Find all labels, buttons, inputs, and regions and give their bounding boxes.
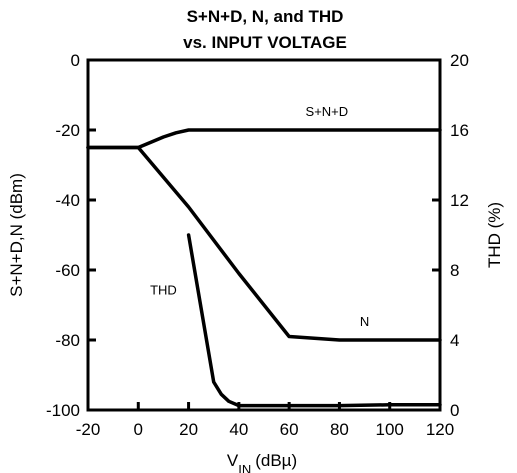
y-left-tick-label: -80 xyxy=(55,331,80,350)
annotations-layer: S+N+D N THD xyxy=(150,104,369,329)
y-right-tick-label: 0 xyxy=(450,401,459,420)
x-tick-label: 60 xyxy=(280,420,299,439)
x-axis-label-unit: (dBµ) xyxy=(255,451,297,470)
series-layer xyxy=(86,128,442,408)
y-right-tick-label: 12 xyxy=(450,191,469,210)
chart-title-line2: vs. INPUT VOLTAGE xyxy=(183,33,347,52)
x-tick-label: 80 xyxy=(330,420,349,439)
y-right-tick-label: 16 xyxy=(450,121,469,140)
x-tick-label: 100 xyxy=(376,420,404,439)
x-axis-label: VIN (dBµ) xyxy=(227,451,297,473)
annotation-label: S+N+D xyxy=(306,104,349,119)
series-line-n xyxy=(86,145,442,342)
y-right-tick-label: 4 xyxy=(450,331,459,350)
x-tick-label: -20 xyxy=(76,420,101,439)
x-axis-label-sub: IN xyxy=(238,462,251,473)
series-line-thd xyxy=(186,233,442,408)
x-tick-label: 40 xyxy=(229,420,248,439)
x-tick-label: 120 xyxy=(426,420,454,439)
x-tick-label: 0 xyxy=(134,420,143,439)
y-left-tick-label: -40 xyxy=(55,191,80,210)
plot-frame xyxy=(86,58,442,412)
y-right-tick-label: 8 xyxy=(450,261,459,280)
x-tick-label: 20 xyxy=(179,420,198,439)
y-right-tick-label: 20 xyxy=(450,51,469,70)
annotation-label: THD xyxy=(150,283,177,298)
series-line-s-n-d xyxy=(86,128,442,150)
y-left-tick-label: -60 xyxy=(55,261,80,280)
x-axis-label-main: V xyxy=(227,451,239,470)
ticks-layer: -20 0 20 40 60 80 100 1200-20-40-60-80-10020161… xyxy=(46,51,469,439)
annotation-label: N xyxy=(360,314,369,329)
y-left-tick-label: 0 xyxy=(71,51,80,70)
y-axis-left-label: S+N+D,N (dBm) xyxy=(7,173,26,297)
y-left-tick-label: -100 xyxy=(46,401,80,420)
y-axis-right-label: THD (%) xyxy=(485,202,504,268)
chart-title-line1: S+N+D, N, and THD xyxy=(187,7,344,26)
y-left-tick-label: -20 xyxy=(55,121,80,140)
